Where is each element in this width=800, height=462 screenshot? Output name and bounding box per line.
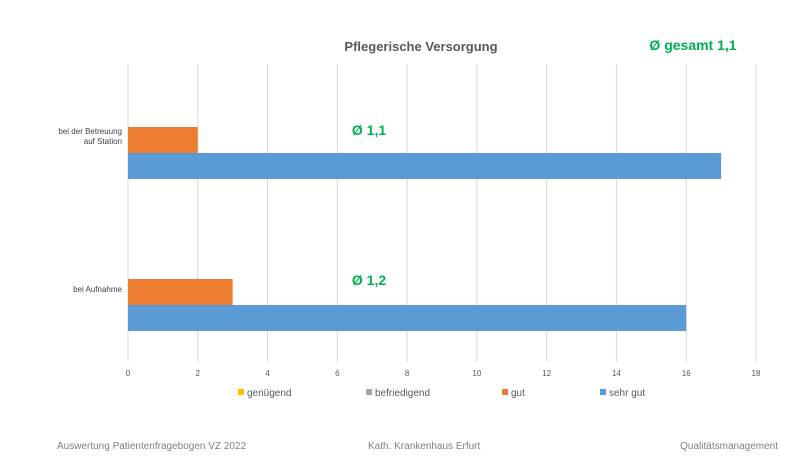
chart-title: Pflegerische Versorgung	[344, 39, 497, 54]
bar-sehr-gut	[128, 305, 687, 331]
category-average: Ø 1,2	[352, 272, 386, 288]
x-tick-label: 14	[612, 369, 621, 378]
x-tick-label: 6	[335, 369, 340, 378]
legend-swatch	[238, 389, 244, 395]
x-tick-label: 18	[752, 369, 761, 378]
category-average: Ø 1,1	[352, 122, 386, 138]
footer-right: Qualitätsmanagement	[680, 441, 778, 452]
x-tick-label: 0	[126, 369, 131, 378]
overall-average: Ø gesamt 1,1	[649, 37, 736, 53]
x-tick-label: 8	[405, 369, 410, 378]
legend-label: sehr gut	[609, 388, 645, 399]
y-category-label: auf Station	[84, 137, 122, 146]
x-tick-label: 16	[682, 369, 691, 378]
bar-gut	[128, 279, 233, 305]
y-category-label: bei der Betreuung	[58, 127, 122, 136]
legend-label: genügend	[247, 388, 292, 399]
legend-swatch	[366, 389, 372, 395]
legend-swatch	[502, 389, 508, 395]
legend-label: befriedigend	[375, 388, 430, 399]
footer-left: Auswertung Patientenfragebogen VZ 2022	[57, 441, 247, 452]
legend-label: gut	[511, 388, 525, 399]
x-tick-label: 2	[196, 369, 201, 378]
bar-gut	[128, 127, 198, 153]
footer-center: Kath. Krankenhaus Erfurt	[368, 441, 481, 452]
x-tick-label: 4	[265, 369, 270, 378]
x-tick-label: 10	[472, 369, 481, 378]
bar-sehr-gut	[128, 153, 722, 179]
legend-swatch	[600, 389, 606, 395]
x-tick-label: 12	[542, 369, 551, 378]
y-category-label: bei Aufnahme	[73, 285, 122, 294]
